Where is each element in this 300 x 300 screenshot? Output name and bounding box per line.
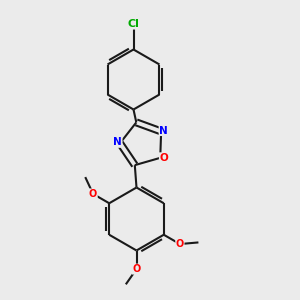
Text: O: O <box>132 264 141 274</box>
Text: O: O <box>160 153 168 163</box>
Text: N: N <box>113 137 122 147</box>
Text: Cl: Cl <box>128 19 140 29</box>
Text: O: O <box>176 239 184 249</box>
Text: N: N <box>159 125 168 136</box>
Text: O: O <box>89 189 97 199</box>
